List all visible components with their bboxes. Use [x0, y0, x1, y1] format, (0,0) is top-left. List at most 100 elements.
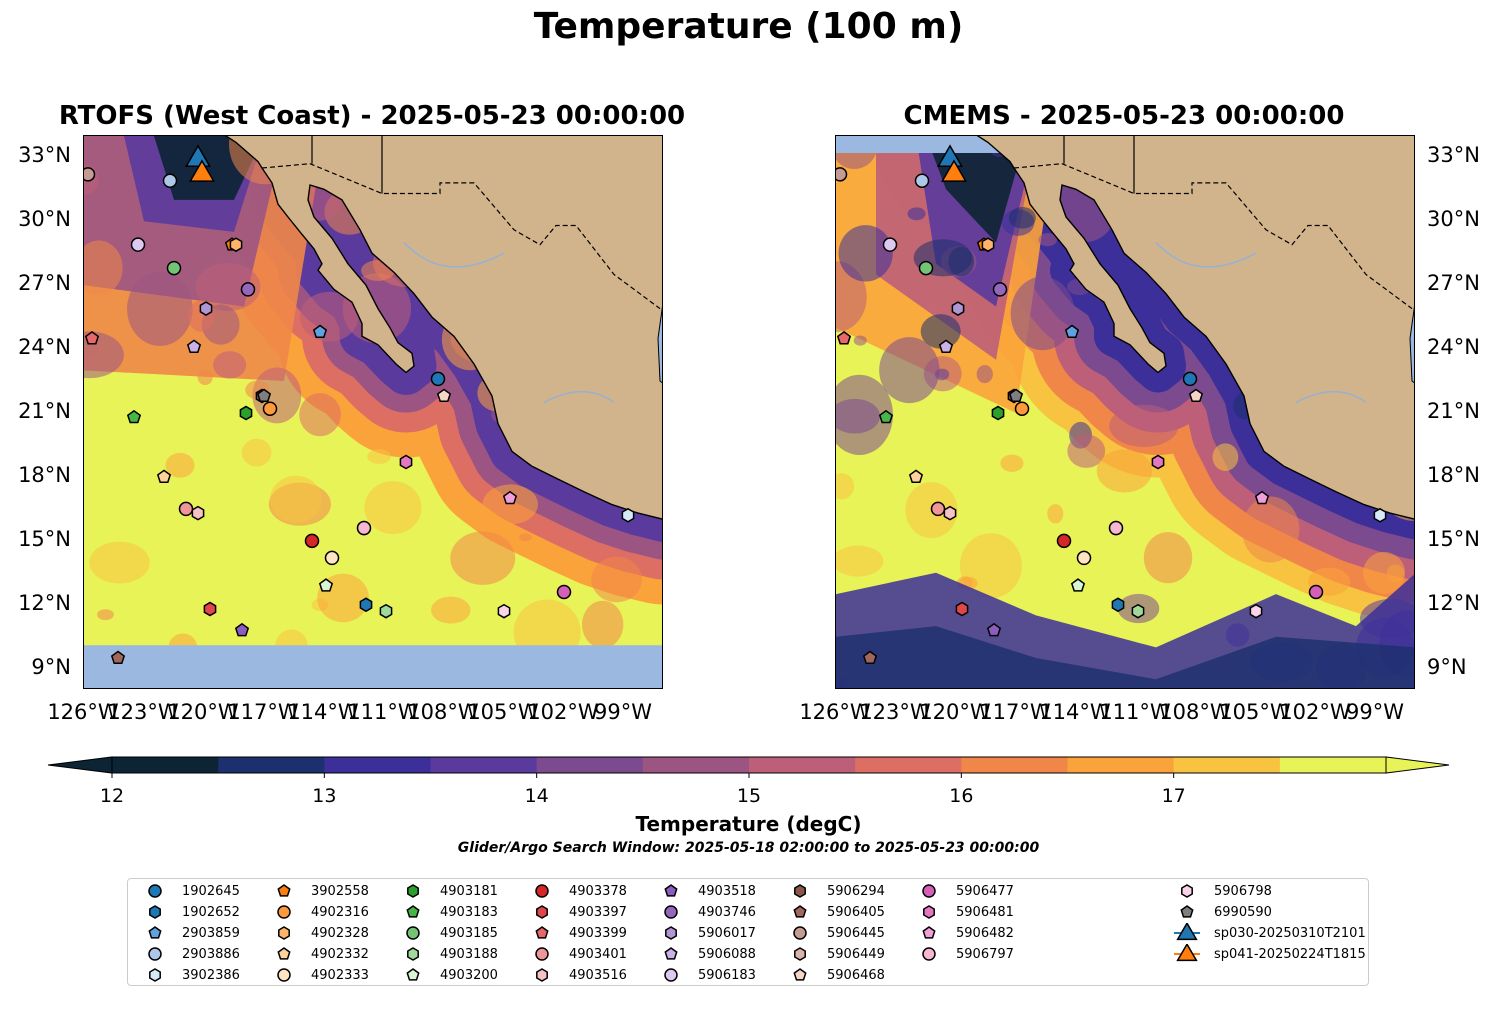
legend-glider-icon [1176, 944, 1198, 962]
y-tick-right-6: 15°N [1427, 526, 1480, 551]
legend-label: 3902558 [311, 883, 369, 899]
float-marker-4903183 [878, 409, 894, 424]
legend-float-icon [535, 947, 549, 961]
legend-float-icon [277, 905, 291, 919]
legend-item-5906468: 5906468 [785, 965, 885, 985]
float-marker-5906477 [556, 584, 572, 600]
legend-float-icon [407, 947, 419, 961]
legend-item-2903886: 2903886 [140, 944, 240, 964]
x-tick-right-1: 123°W [859, 700, 931, 724]
legend-label: 5906468 [827, 967, 885, 983]
float-marker-5906445 [84, 167, 96, 182]
legend-item-1902652: 1902652 [140, 902, 240, 922]
legend-item-4903200: 4903200 [398, 965, 498, 985]
colorbar-tick-13: 13 [312, 785, 337, 807]
float-marker-2903859 [1064, 324, 1080, 339]
legend-label: 5906088 [698, 946, 756, 962]
float-marker-4902333 [324, 550, 340, 566]
legend-item-5906088: 5906088 [656, 944, 756, 964]
y-tick-right-8: 9°N [1427, 654, 1467, 679]
legend-label: 4903397 [569, 904, 627, 920]
colorbar-segment [112, 757, 219, 773]
glider-marker-sp030-20250310T2101 [185, 144, 211, 167]
x-tick-right-4: 114°W [1039, 700, 1111, 724]
legend-label: 5906482 [956, 925, 1014, 941]
colorbar-segment [642, 757, 750, 773]
y-tick-right-7: 12°N [1427, 590, 1480, 615]
colorbar-segment [1279, 757, 1387, 773]
legend-item-4903401: 4903401 [527, 944, 627, 964]
colorbar-segment [1173, 757, 1281, 773]
glider-marker-sp041-20250224T1815 [188, 159, 216, 182]
float-marker-4903188 [1131, 603, 1145, 619]
legend-label: sp041-20250224T1815 [1214, 946, 1366, 962]
legend-float-icon [406, 968, 420, 981]
x-tick-left-9: 99°W [594, 700, 652, 724]
legend-label: 5906405 [827, 904, 885, 920]
float-marker-5906477 [1308, 584, 1324, 600]
x-tick-right-6: 108°W [1159, 700, 1231, 724]
x-tick-left-4: 114°W [287, 700, 359, 724]
colorbar-segment [961, 757, 1068, 773]
y-tick-right-1: 30°N [1427, 207, 1480, 232]
legend-float-icon [664, 884, 678, 897]
y-tick-left-8: 9°N [31, 654, 71, 679]
legend-float-icon [277, 968, 291, 982]
rtofs-map [83, 135, 663, 689]
legend-item-5906798: 5906798 [1172, 881, 1272, 901]
float-marker-5906017 [199, 301, 213, 316]
x-tick-right-7: 105°W [1219, 700, 1291, 724]
legend-label: 5906294 [827, 883, 885, 899]
float-marker-4903200 [318, 578, 334, 592]
legend-label: 5906477 [956, 883, 1014, 899]
legend-float-icon [406, 926, 420, 940]
float-marker-5906482 [1254, 490, 1270, 505]
colorbar-label: Temperature (degC) [635, 812, 862, 836]
x-tick-left-3: 117°W [227, 700, 299, 724]
float-marker-5906797 [1108, 520, 1124, 536]
legend-item-4903399: 4903399 [527, 923, 627, 943]
legend-glider-icon [1176, 923, 1198, 941]
float-marker-4903399 [836, 330, 852, 345]
legend-item-4903518: 4903518 [656, 881, 756, 901]
legend-item-4902328: 4902328 [269, 923, 369, 943]
y-tick-left-3: 24°N [18, 335, 71, 360]
float-marker-4902316 [1014, 401, 1030, 416]
panel-title-rtofs: RTOFS (West Coast) - 2025-05-23 00:00:00 [58, 101, 686, 131]
float-marker-5906088 [938, 339, 954, 353]
float-marker-5906088 [186, 339, 202, 353]
legend-label: 4902328 [311, 925, 369, 941]
legend-label: 4903399 [569, 925, 627, 941]
legend-label: 2903886 [182, 946, 240, 962]
colorbar-segment [536, 757, 644, 773]
float-marker-5906183 [882, 237, 898, 252]
legend-label: 5906445 [827, 925, 885, 941]
float-marker-2903886 [162, 173, 178, 188]
legend: 1902645 1902652 2903859 2903886 3902386 39025… [127, 878, 1369, 986]
legend-label: 4903746 [698, 904, 756, 920]
float-marker-4903516 [943, 505, 957, 521]
legend-item-2903859: 2903859 [140, 923, 240, 943]
legend-float-icon [922, 947, 936, 961]
y-tick-left-4: 21°N [18, 399, 71, 423]
legend-label: 4903401 [569, 946, 627, 962]
legend-item-5906183: 5906183 [656, 965, 756, 985]
y-tick-right-5: 18°N [1427, 462, 1480, 487]
x-tick-right-8: 102°W [1279, 700, 1351, 724]
y-tick-left-2: 27°N [18, 271, 71, 296]
legend-item-4902332: 4902332 [269, 944, 369, 964]
float-marker-1902645 [1182, 371, 1198, 387]
y-tick-right-3: 24°N [1427, 335, 1480, 360]
y-tick-left-7: 12°N [18, 590, 71, 615]
legend-item-5906294: 5906294 [785, 881, 885, 901]
colorbar-segment [324, 757, 431, 773]
legend-label: 4903185 [440, 925, 498, 941]
float-marker-1902652 [359, 597, 373, 613]
legend-item-3902386: 3902386 [140, 965, 240, 985]
legend-item-5906477: 5906477 [914, 881, 1014, 901]
y-tick-right-0: 33°N [1427, 143, 1480, 168]
legend-label: 4902316 [311, 904, 369, 920]
legend-float-icon [536, 968, 548, 982]
legend-float-icon [149, 905, 161, 919]
legend-float-icon [1180, 905, 1194, 918]
